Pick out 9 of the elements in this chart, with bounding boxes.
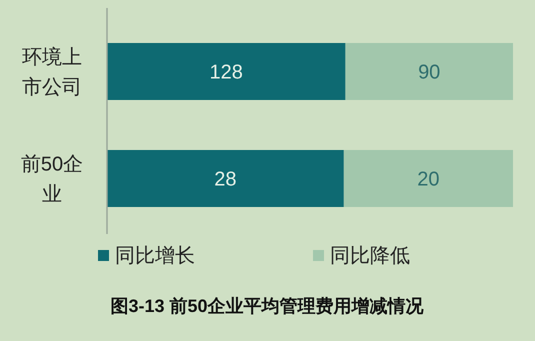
legend-label: 同比增长 bbox=[115, 245, 195, 267]
data-label: 28 bbox=[214, 168, 237, 190]
y-tick-label: 环境上市公司 bbox=[22, 46, 82, 98]
data-label: 128 bbox=[210, 62, 243, 84]
data-label: 90 bbox=[418, 62, 440, 84]
data-label: 20 bbox=[417, 168, 440, 190]
text: 图3-13 前50企业平均管理费用增减情况 bbox=[110, 296, 425, 316]
legend-label: 同比降低 bbox=[330, 245, 410, 267]
y-tick-label: 前50企业 bbox=[20, 154, 84, 206]
